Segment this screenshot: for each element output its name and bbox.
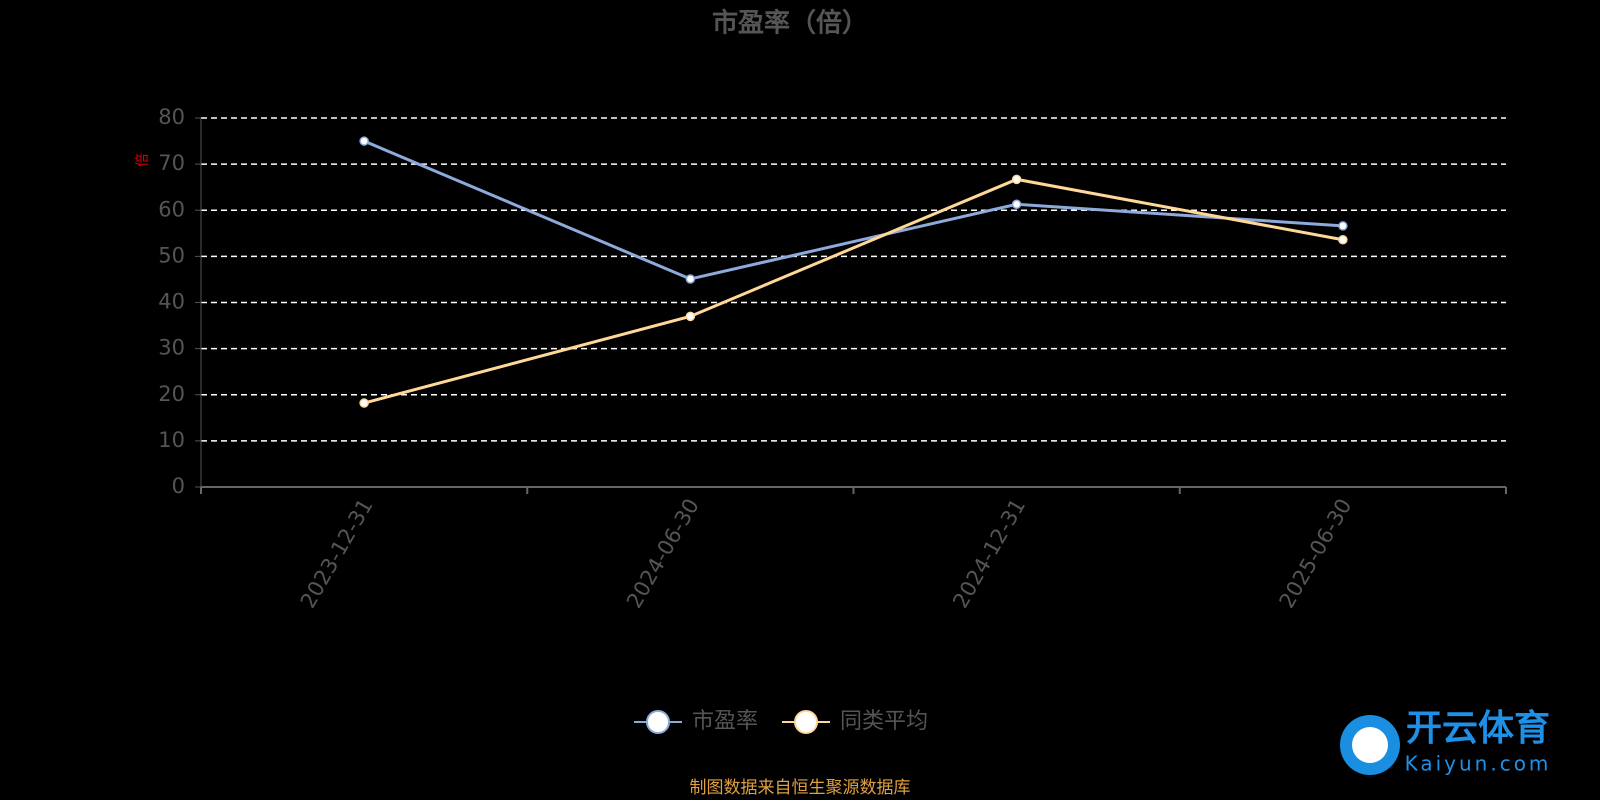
legend-label: 同类平均 [840, 709, 928, 734]
y-tick-label: 0 [172, 474, 185, 498]
data-point [1338, 221, 1348, 231]
series-line [363, 139, 1343, 281]
y-tick-label: 40 [158, 290, 185, 314]
watermark-subtitle: Kaiyun.com [1405, 752, 1552, 776]
data-point [359, 398, 369, 408]
footer: 制图数据来自恒生聚源数据库 [690, 778, 911, 798]
legend-marker [646, 710, 670, 734]
data-point [1011, 199, 1022, 210]
legend-marker [794, 710, 819, 734]
y-tick-label: 70 [158, 151, 185, 175]
data-point [685, 274, 696, 284]
y-tick-label: 60 [158, 197, 185, 221]
legend-label: 市盈率 [692, 709, 758, 734]
data-point [1338, 235, 1348, 245]
y-tick-label: 50 [158, 243, 185, 267]
data-point [359, 136, 369, 146]
y-tick-label: 30 [158, 336, 185, 360]
data-point [685, 311, 696, 322]
y-axis-label: 倍 [135, 153, 151, 167]
watermark-title: 开云体育 [1406, 708, 1550, 749]
chart-title: 市盈率（倍） [712, 8, 868, 39]
data-point [1011, 174, 1022, 185]
logo-ball [1352, 727, 1388, 763]
watermark-logo: 开云体育 Kaiyun.com [1340, 708, 1552, 776]
y-tick-label: 10 [158, 428, 185, 452]
y-tick-label: 20 [158, 382, 185, 406]
series-line [363, 177, 1344, 405]
y-tick-label: 80 [158, 105, 185, 129]
